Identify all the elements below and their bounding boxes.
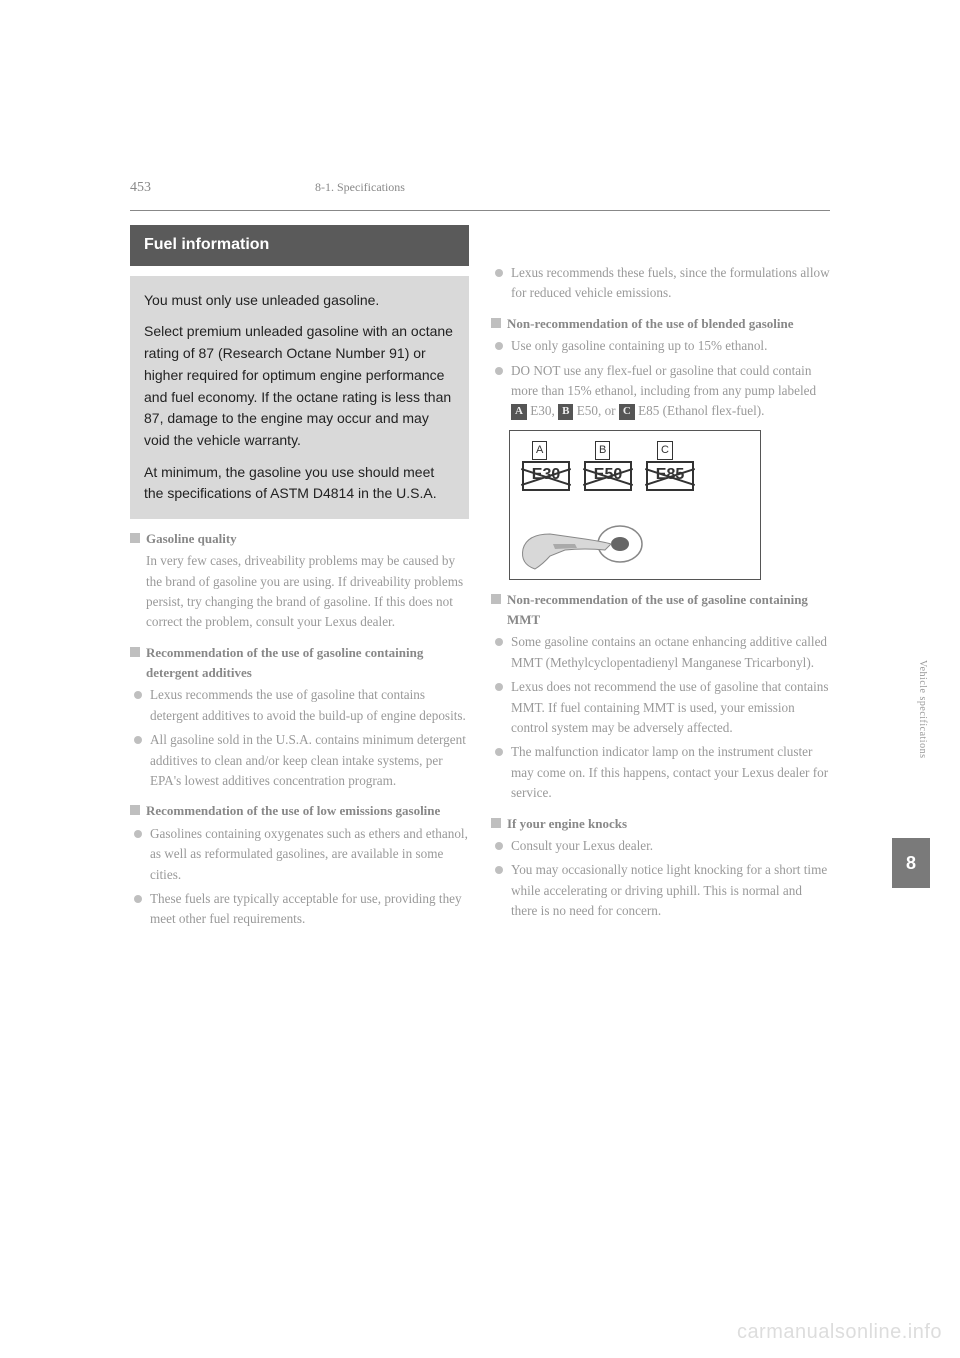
fig-ref-c: C xyxy=(657,441,673,460)
right-b2a: Some gasoline contains an octane enhanci… xyxy=(511,632,830,673)
right-btop: Lexus recommends these fuels, since the … xyxy=(511,263,830,304)
bullet-row: You may occasionally notice light knocki… xyxy=(495,860,830,921)
left-p1: In very few cases, driveability problems… xyxy=(146,551,469,633)
section-title: Fuel information xyxy=(130,225,469,266)
dot-bullet-icon xyxy=(134,736,142,744)
right-subhead-2: Non-recommendation of the use of gasolin… xyxy=(491,590,830,630)
bullet-row: Consult your Lexus dealer. xyxy=(495,836,830,856)
right-b2c: The malfunction indicator lamp on the in… xyxy=(511,742,830,803)
right-h3: If your engine knocks xyxy=(507,814,627,834)
side-vertical-label: Vehicle specifications xyxy=(914,660,928,758)
bullet-row: DO NOT use any flex-fuel or gasoline tha… xyxy=(495,361,830,422)
dot-bullet-icon xyxy=(495,269,503,277)
bullet-row: These fuels are typically acceptable for… xyxy=(134,889,469,930)
fuel-label-figure: A B C E30 E50 E85 xyxy=(509,430,761,580)
square-bullet-icon xyxy=(130,533,140,543)
header-divider xyxy=(130,210,830,211)
fig-ref-b: B xyxy=(595,441,610,460)
watermark: carmanualsonline.info xyxy=(737,1321,942,1344)
dot-bullet-icon xyxy=(495,683,503,691)
ref-b-icon: B xyxy=(558,404,573,419)
fig-e50-box: E50 xyxy=(584,461,632,491)
right-label-tail: (Ethanol flex-fuel). xyxy=(663,403,765,418)
dot-bullet-icon xyxy=(495,367,503,375)
bullet-row: Lexus does not recommend the use of gaso… xyxy=(495,677,830,738)
dot-bullet-icon xyxy=(495,342,503,350)
right-subhead-3: If your engine knocks xyxy=(491,814,830,834)
right-h1: Non-recommendation of the use of blended… xyxy=(507,314,793,334)
square-bullet-icon xyxy=(491,318,501,328)
right-b1a: Use only gasoline containing up to 15% e… xyxy=(511,336,830,356)
dot-bullet-icon xyxy=(495,842,503,850)
left-b3b: These fuels are typically acceptable for… xyxy=(150,889,469,930)
dot-bullet-icon xyxy=(495,748,503,756)
dot-bullet-icon xyxy=(495,638,503,646)
page-number: 453 xyxy=(130,180,151,196)
fig-e30-box: E30 xyxy=(522,461,570,491)
square-bullet-icon xyxy=(491,818,501,828)
left-h2: Recommendation of the use of gasoline co… xyxy=(146,643,469,683)
dot-bullet-icon xyxy=(134,691,142,699)
bullet-row: Gasolines containing oxygenates such as … xyxy=(134,824,469,885)
intro-p2: Select premium unleaded gasoline with an… xyxy=(144,321,455,451)
bullet-row: Use only gasoline containing up to 15% e… xyxy=(495,336,830,356)
square-bullet-icon xyxy=(130,805,140,815)
right-b1b: DO NOT use any flex-fuel or gasoline tha… xyxy=(511,363,816,398)
left-subhead-3: Recommendation of the use of low emissio… xyxy=(130,801,469,821)
square-bullet-icon xyxy=(491,594,501,604)
fuel-nozzle-icon xyxy=(515,514,645,574)
left-subhead-2: Recommendation of the use of gasoline co… xyxy=(130,643,469,683)
bullet-row: All gasoline sold in the U.S.A. contains… xyxy=(134,730,469,791)
square-bullet-icon xyxy=(130,647,140,657)
content-columns: Fuel information You must only use unlea… xyxy=(130,225,830,934)
intro-p1: You must only use unleaded gasoline. xyxy=(144,290,455,312)
fig-e85-box: E85 xyxy=(646,461,694,491)
dot-bullet-icon xyxy=(134,895,142,903)
intro-p3: At minimum, the gasoline you use should … xyxy=(144,462,455,505)
left-b3a: Gasolines containing oxygenates such as … xyxy=(150,824,469,885)
right-h2: Non-recommendation of the use of gasolin… xyxy=(507,590,830,630)
left-column: Fuel information You must only use unlea… xyxy=(130,225,469,934)
right-b2b: Lexus does not recommend the use of gaso… xyxy=(511,677,830,738)
right-column: Lexus recommends these fuels, since the … xyxy=(491,225,830,934)
bullet-row: Lexus recommends these fuels, since the … xyxy=(495,263,830,304)
page-header: 8-1. Specifications xyxy=(315,180,405,195)
right-b3b: You may occasionally notice light knocki… xyxy=(511,860,830,921)
intro-box: You must only use unleaded gasoline. Sel… xyxy=(130,276,469,519)
right-subhead-1: Non-recommendation of the use of blended… xyxy=(491,314,830,334)
bullet-row: The malfunction indicator lamp on the in… xyxy=(495,742,830,803)
dot-bullet-icon xyxy=(134,830,142,838)
chapter-tab: 8 xyxy=(892,838,930,888)
right-b3a: Consult your Lexus dealer. xyxy=(511,836,830,856)
left-h3: Recommendation of the use of low emissio… xyxy=(146,801,440,821)
left-b2a: Lexus recommends the use of gasoline tha… xyxy=(150,685,469,726)
ref-a-icon: A xyxy=(511,404,527,419)
dot-bullet-icon xyxy=(495,866,503,874)
bullet-row: Lexus recommends the use of gasoline tha… xyxy=(134,685,469,726)
bullet-row: Some gasoline contains an octane enhanci… xyxy=(495,632,830,673)
left-subhead-1: Gasoline quality xyxy=(130,529,469,549)
ref-c-icon: C xyxy=(619,404,635,419)
left-h1: Gasoline quality xyxy=(146,529,237,549)
right-b1b-wrap: DO NOT use any flex-fuel or gasoline tha… xyxy=(511,361,830,422)
fig-ref-a: A xyxy=(532,441,547,460)
left-b2b: All gasoline sold in the U.S.A. contains… xyxy=(150,730,469,791)
